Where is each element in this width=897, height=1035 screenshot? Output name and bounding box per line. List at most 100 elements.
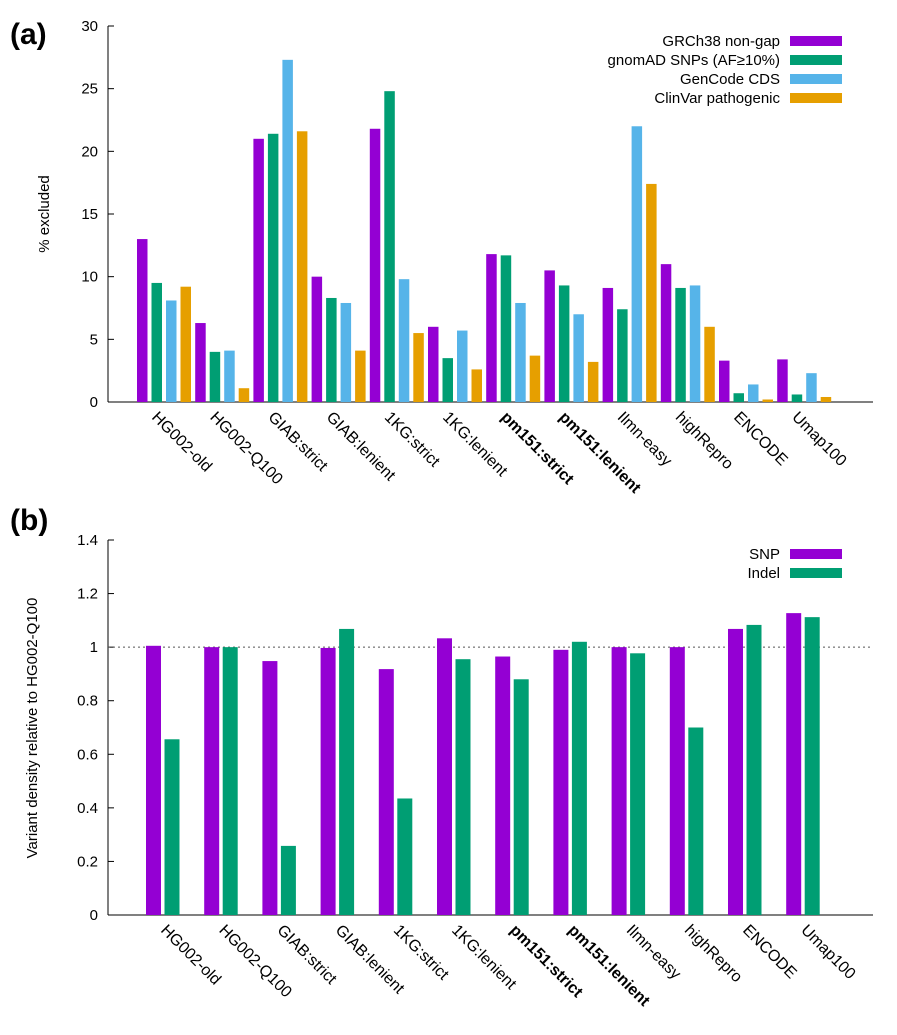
- panel-b-category-label: HG002-old: [157, 922, 224, 989]
- panel-a-bar-ilmn-easy-clinvar-pathogenic: [646, 183, 657, 402]
- panel-a-bar-encode-gencode-cds: [748, 384, 759, 402]
- panel-b-bar-umap100-snp: [786, 613, 802, 915]
- panel-a-bar-hg002-q100-clinvar-pathogenic: [238, 388, 250, 402]
- panel-a-ytick-label: 15: [81, 206, 98, 223]
- panel-b-label: (b): [10, 504, 48, 537]
- panel-b-bar-hg002-old-snp: [146, 645, 161, 915]
- panel-a-category-label: highRepro: [672, 409, 736, 473]
- panel-a-bar-encode-grch38-non-gap: [719, 360, 730, 402]
- panel-a-bar-pm151-strict-gnomad-snps-af-10: [500, 255, 512, 402]
- panel-a-bar-highrepro-grch38-non-gap: [660, 264, 672, 402]
- panel-b-bar-hg002-q100-snp: [204, 647, 220, 915]
- panel-a-category-label: Ilmn-easy: [614, 409, 675, 470]
- panel-a-legend-label: ClinVar pathogenic: [654, 90, 780, 107]
- panel-a-bar-encode-clinvar-pathogenic: [762, 399, 773, 402]
- panel-a-bar-hg002-old-clinvar-pathogenic: [180, 286, 191, 402]
- panel-a-legend-label: GenCode CDS: [680, 71, 780, 88]
- panel-b-category-label: 1KG:strict: [390, 922, 452, 984]
- panel-b-category-label: highRepro: [681, 922, 745, 986]
- panel-a-ytick-label: 20: [81, 143, 98, 160]
- panel-a-category-label: ENCODE: [730, 409, 790, 469]
- panel-a-bar-hg002-old-gnomad-snps-af-10: [151, 282, 162, 402]
- panel-a-bar-hg002-old-gencode-cds: [166, 300, 177, 402]
- panel-b-bar-encode-snp: [728, 628, 743, 915]
- panel-a-ytick-label: 10: [81, 269, 98, 286]
- panel-a-bar-ilmn-easy-gnomad-snps-af-10: [617, 309, 628, 402]
- panel-b-bar-umap100-indel: [804, 617, 820, 915]
- panel-b-ytick-label: 1.4: [77, 532, 98, 549]
- panel-b-bar-1kg-strict-snp: [378, 669, 394, 915]
- panel-b-legend-swatch: [790, 568, 842, 578]
- panel-a-bar-pm151-lenient-grch38-non-gap: [544, 270, 555, 402]
- panel-b-ytick-label: 0.4: [77, 800, 98, 817]
- panel-a-bar-giab-lenient-clinvar-pathogenic: [355, 350, 366, 402]
- panel-a-bar-giab-lenient-grch38-non-gap: [311, 276, 323, 402]
- panel-b-bar-highrepro-indel: [688, 727, 704, 915]
- panel-b-legend-label: SNP: [749, 546, 780, 563]
- panel-a-legend-swatch: [790, 36, 842, 46]
- panel-a-bar-pm151-strict-gencode-cds: [515, 302, 526, 402]
- panel-a-bar-ilmn-easy-gencode-cds: [631, 126, 643, 403]
- panel-a-bar-highrepro-clinvar-pathogenic: [704, 326, 715, 402]
- panel-a-bar-1kg-lenient-clinvar-pathogenic: [471, 369, 482, 402]
- panel-a-bar-giab-strict-clinvar-pathogenic: [296, 131, 308, 402]
- panel-a-bar-highrepro-gencode-cds: [689, 285, 701, 402]
- panel-a-bar-umap100-gencode-cds: [806, 373, 817, 402]
- panel-a-bar-1kg-strict-gnomad-snps-af-10: [384, 91, 395, 402]
- panel-b-ylabel: Variant density relative to HG002-Q100: [24, 598, 41, 859]
- panel-a-bar-ilmn-easy-grch38-non-gap: [602, 287, 614, 402]
- panel-a-legend-swatch: [790, 93, 842, 103]
- panel-b-bar-pm151-lenient-indel: [571, 641, 587, 915]
- panel-a-ylabel: % excluded: [36, 175, 53, 253]
- panel-a-category-label: HG002-old: [148, 409, 215, 476]
- panel-a-bar-giab-lenient-gencode-cds: [340, 302, 352, 402]
- panel-b-category-label: Umap100: [797, 922, 858, 983]
- panel-a-bar-umap100-grch38-non-gap: [777, 359, 788, 402]
- panel-b: (b) Variant density relative to HG002-Q1…: [10, 504, 873, 1010]
- panel-b-category-label: ENCODE: [739, 922, 799, 982]
- panel-a-bar-encode-gnomad-snps-af-10: [733, 393, 744, 402]
- panel-a: (a) % excluded 051015202530HG002-oldHG00…: [10, 18, 873, 497]
- panel-a-bar-1kg-strict-clinvar-pathogenic: [413, 333, 424, 402]
- panel-b-ytick-label: 0: [90, 907, 98, 924]
- panel-a-bar-hg002-old-grch38-non-gap: [137, 239, 148, 402]
- panel-b-legend-swatch: [790, 549, 842, 559]
- panel-a-bar-pm151-lenient-clinvar-pathogenic: [587, 361, 599, 402]
- panel-a-legend-label: gnomAD SNPs (AF≥10%): [608, 52, 780, 69]
- panel-a-ytick-label: 5: [90, 331, 98, 348]
- panel-a-category-label: Umap100: [788, 409, 849, 470]
- panel-b-bar-giab-strict-indel: [280, 845, 296, 915]
- panel-a-bar-pm151-lenient-gencode-cds: [573, 314, 584, 402]
- panel-a-bar-1kg-strict-grch38-non-gap: [369, 128, 381, 403]
- panel-b-bar-pm151-lenient-snp: [553, 649, 569, 915]
- panel-a-label: (a): [10, 18, 47, 51]
- panel-b-bar-ilmn-easy-indel: [630, 653, 646, 915]
- panel-a-bar-hg002-q100-grch38-non-gap: [195, 323, 206, 402]
- panel-b-bar-1kg-lenient-snp: [437, 638, 452, 915]
- panel-b-bar-pm151-strict-snp: [495, 656, 511, 915]
- panel-b-bar-1kg-strict-indel: [397, 798, 413, 915]
- panel-a-bar-pm151-strict-clinvar-pathogenic: [529, 355, 541, 402]
- panel-b-ytick-label: 1.2: [77, 586, 98, 603]
- panel-b-ytick-label: 0.2: [77, 853, 98, 870]
- panel-a-ytick-label: 30: [81, 18, 98, 35]
- panel-b-bar-ilmn-easy-snp: [611, 647, 627, 915]
- panel-a-bar-umap100-clinvar-pathogenic: [820, 396, 832, 402]
- panel-a-bar-1kg-strict-gencode-cds: [398, 279, 410, 402]
- panel-a-category-label: 1KG:strict: [381, 409, 443, 471]
- panel-b-bar-hg002-q100-indel: [222, 647, 238, 915]
- panel-a-bar-highrepro-gnomad-snps-af-10: [675, 287, 686, 402]
- panel-a-bar-1kg-lenient-gencode-cds: [457, 330, 468, 402]
- panel-b-ytick-label: 1: [90, 639, 98, 656]
- panel-b-category-label: Ilmn-easy: [623, 922, 684, 983]
- panel-b-bar-pm151-strict-indel: [513, 679, 529, 915]
- panel-a-bar-hg002-q100-gnomad-snps-af-10: [209, 351, 221, 402]
- panel-b-bar-1kg-lenient-indel: [455, 659, 471, 915]
- panel-b-bar-giab-lenient-indel: [339, 628, 355, 915]
- panel-b-bar-giab-lenient-snp: [320, 647, 336, 915]
- panel-b-bar-hg002-old-indel: [164, 739, 180, 915]
- panel-a-bar-giab-strict-gencode-cds: [282, 59, 293, 403]
- panel-a-bar-pm151-strict-grch38-non-gap: [486, 254, 497, 402]
- panel-a-bar-1kg-lenient-grch38-non-gap: [428, 326, 439, 402]
